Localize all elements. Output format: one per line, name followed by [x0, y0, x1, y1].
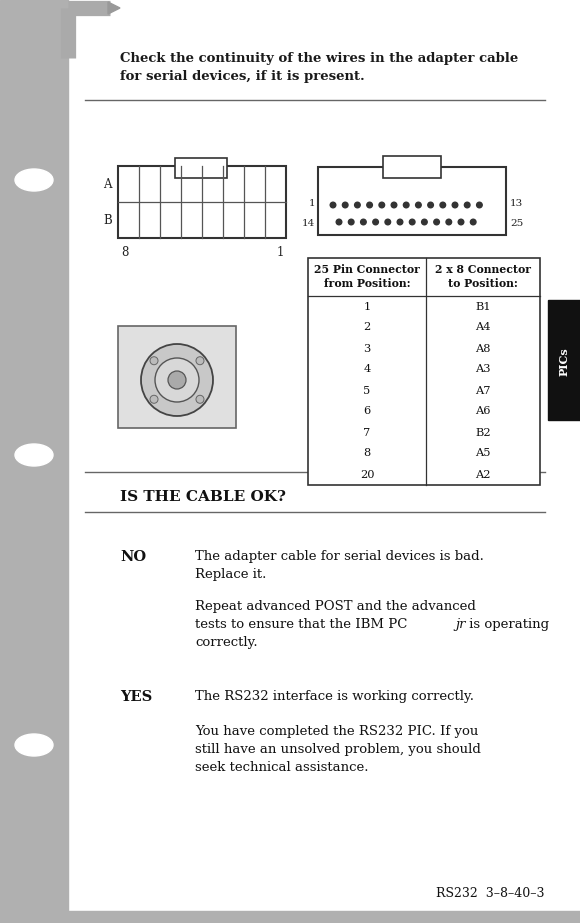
Text: 1: 1	[276, 246, 284, 259]
Text: 1: 1	[364, 302, 371, 311]
Text: 25: 25	[510, 219, 523, 227]
Bar	[118, 166, 286, 238]
Text: for serial devices, if it is present.: for serial devices, if it is present.	[120, 70, 365, 83]
Text: jr: jr	[455, 618, 466, 631]
Polygon shape	[108, 2, 120, 14]
Text: 25 Pin Connector
from Position:: 25 Pin Connector from Position:	[314, 264, 420, 289]
Circle shape	[150, 395, 158, 403]
Text: correctly.: correctly.	[195, 636, 258, 649]
Bar	[318, 167, 506, 235]
Bar	[383, 156, 441, 178]
Text: A3: A3	[475, 365, 491, 375]
Bar	[308, 258, 540, 485]
Circle shape	[336, 219, 342, 225]
Text: 14: 14	[302, 219, 315, 227]
Circle shape	[416, 202, 421, 208]
Circle shape	[440, 202, 445, 208]
Circle shape	[465, 202, 470, 208]
Text: B2: B2	[475, 427, 491, 438]
Text: A4: A4	[475, 322, 491, 332]
Circle shape	[434, 219, 440, 225]
Circle shape	[361, 219, 366, 225]
Text: seek technical assistance.: seek technical assistance.	[195, 761, 368, 774]
Text: A5: A5	[475, 449, 491, 459]
Text: 1: 1	[309, 198, 315, 208]
Circle shape	[367, 202, 372, 208]
Text: Check the continuity of the wires in the adapter cable: Check the continuity of the wires in the…	[120, 52, 519, 65]
Text: B1: B1	[475, 302, 491, 311]
Circle shape	[385, 219, 390, 225]
Circle shape	[404, 202, 409, 208]
Ellipse shape	[15, 444, 53, 466]
Circle shape	[168, 371, 186, 389]
Circle shape	[391, 202, 397, 208]
Bar	[548, 300, 580, 420]
Text: 8: 8	[121, 246, 129, 259]
Text: The adapter cable for serial devices is bad.: The adapter cable for serial devices is …	[195, 550, 484, 563]
Circle shape	[422, 219, 427, 225]
Circle shape	[379, 202, 385, 208]
Circle shape	[196, 395, 204, 403]
Circle shape	[155, 358, 199, 402]
Text: YES: YES	[120, 690, 152, 704]
Text: A6: A6	[475, 406, 491, 416]
Ellipse shape	[15, 169, 53, 191]
Text: 20: 20	[360, 470, 374, 480]
Bar	[0, 0, 68, 923]
Text: Replace it.: Replace it.	[195, 568, 266, 581]
Circle shape	[477, 202, 482, 208]
Bar	[175, 158, 227, 178]
Text: NO: NO	[120, 550, 146, 564]
Text: PICs: PICs	[559, 348, 570, 377]
Text: 2 x 8 Connector
to Position:: 2 x 8 Connector to Position:	[435, 264, 531, 289]
Text: IS THE CABLE OK?: IS THE CABLE OK?	[120, 490, 286, 504]
Text: A: A	[103, 178, 112, 191]
Text: 13: 13	[510, 198, 523, 208]
Text: tests to ensure that the IBM PC: tests to ensure that the IBM PC	[195, 618, 407, 631]
Circle shape	[342, 202, 348, 208]
Circle shape	[397, 219, 403, 225]
Bar	[118, 326, 236, 428]
Circle shape	[428, 202, 433, 208]
Text: Repeat advanced POST and the advanced: Repeat advanced POST and the advanced	[195, 600, 476, 613]
Text: 7: 7	[364, 427, 371, 438]
Circle shape	[349, 219, 354, 225]
Circle shape	[458, 219, 464, 225]
Text: RS232  3–8–40–3: RS232 3–8–40–3	[437, 887, 545, 900]
Text: is operating: is operating	[465, 618, 549, 631]
Bar	[0, 911, 580, 923]
Text: 4: 4	[364, 365, 371, 375]
Circle shape	[452, 202, 458, 208]
Text: B: B	[103, 213, 112, 226]
Circle shape	[446, 219, 452, 225]
Text: 5: 5	[364, 386, 371, 395]
Circle shape	[196, 356, 204, 365]
Circle shape	[470, 219, 476, 225]
Circle shape	[330, 202, 336, 208]
Circle shape	[354, 202, 360, 208]
Text: 3: 3	[364, 343, 371, 354]
Text: A8: A8	[475, 343, 491, 354]
Circle shape	[409, 219, 415, 225]
Text: The RS232 interface is working correctly.: The RS232 interface is working correctly…	[195, 690, 474, 703]
Circle shape	[373, 219, 378, 225]
Text: 2: 2	[364, 322, 371, 332]
Ellipse shape	[15, 734, 53, 756]
Circle shape	[141, 344, 213, 416]
Text: A2: A2	[475, 470, 491, 480]
Text: A7: A7	[475, 386, 491, 395]
Text: still have an unsolved problem, you should: still have an unsolved problem, you shou…	[195, 743, 481, 756]
Text: 8: 8	[364, 449, 371, 459]
Text: 6: 6	[364, 406, 371, 416]
Circle shape	[150, 356, 158, 365]
Text: You have completed the RS232 PIC. If you: You have completed the RS232 PIC. If you	[195, 725, 478, 738]
